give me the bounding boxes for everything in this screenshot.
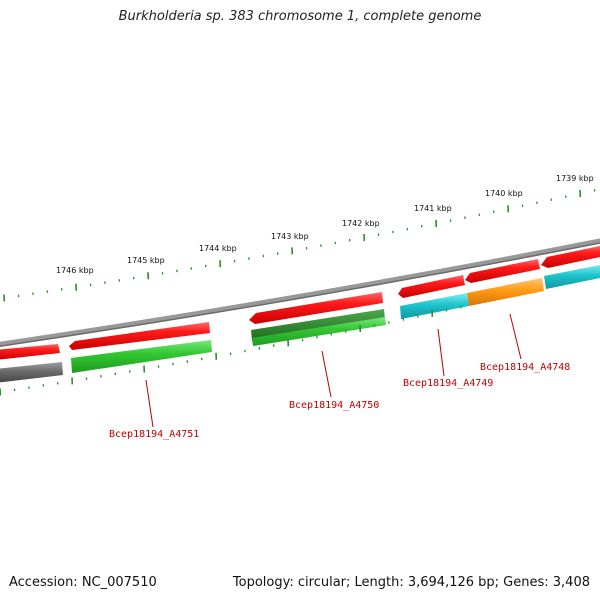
- scale-label-1741: 1741 kbp: [414, 204, 452, 213]
- reverse-feature-gray[interactable]: [0, 362, 63, 383]
- gene-label-a4750[interactable]: Bcep18194_A4750: [289, 400, 379, 411]
- scale-ticks-inner: [0, 305, 462, 396]
- scale-ticks-outer: [3, 189, 596, 302]
- gene-label-a4751[interactable]: Bcep18194_A4751: [109, 429, 199, 440]
- forward-gene[interactable]: [69, 322, 210, 350]
- forward-gene[interactable]: [249, 292, 383, 324]
- reverse-strand-features: [0, 264, 600, 383]
- scale-label-1746: 1746 kbp: [56, 266, 94, 275]
- forward-gene[interactable]: [465, 259, 540, 283]
- scale-label-1744: 1744 kbp: [199, 244, 237, 253]
- reverse-feature-cyan[interactable]: [544, 264, 600, 289]
- accession-text: Accession: NC_007510: [9, 575, 157, 590]
- reverse-feature-orange[interactable]: [467, 278, 544, 306]
- forward-gene[interactable]: [541, 245, 600, 268]
- scale-label-1740: 1740 kbp: [485, 189, 523, 198]
- gene-label-a4749[interactable]: Bcep18194_A4749: [403, 378, 493, 389]
- scale-labels: 1746 kbp 1745 kbp 1744 kbp 1743 kbp 1742…: [56, 174, 594, 275]
- reverse-feature-cyan[interactable]: [400, 293, 469, 319]
- leader-line: [437, 328, 445, 377]
- forward-strand-features: [0, 245, 600, 360]
- leader-line: [321, 350, 332, 398]
- reverse-gene[interactable]: [252, 317, 386, 346]
- scale-label-1745: 1745 kbp: [127, 256, 165, 265]
- scale-label-1743: 1743 kbp: [271, 232, 309, 241]
- scale-label-1739: 1739 kbp: [556, 174, 594, 183]
- gene-labels: Bcep18194_A4751 Bcep18194_A4750 Bcep1819…: [109, 313, 570, 440]
- scale-label-1742: 1742 kbp: [342, 219, 380, 228]
- genome-summary-text: Topology: circular; Length: 3,694,126 bp…: [232, 575, 590, 590]
- chromosome-backbone: [0, 238, 600, 347]
- map-title: Burkholderia sp. 383 chromosome 1, compl…: [118, 9, 482, 24]
- reverse-gene[interactable]: [71, 340, 212, 373]
- forward-gene[interactable]: [0, 344, 60, 360]
- leader-line: [509, 313, 522, 360]
- gene-label-a4748[interactable]: Bcep18194_A4748: [480, 362, 570, 373]
- leader-line: [145, 379, 154, 428]
- forward-gene[interactable]: [398, 275, 465, 298]
- chromosome-backbone-shadow: [0, 242, 600, 348]
